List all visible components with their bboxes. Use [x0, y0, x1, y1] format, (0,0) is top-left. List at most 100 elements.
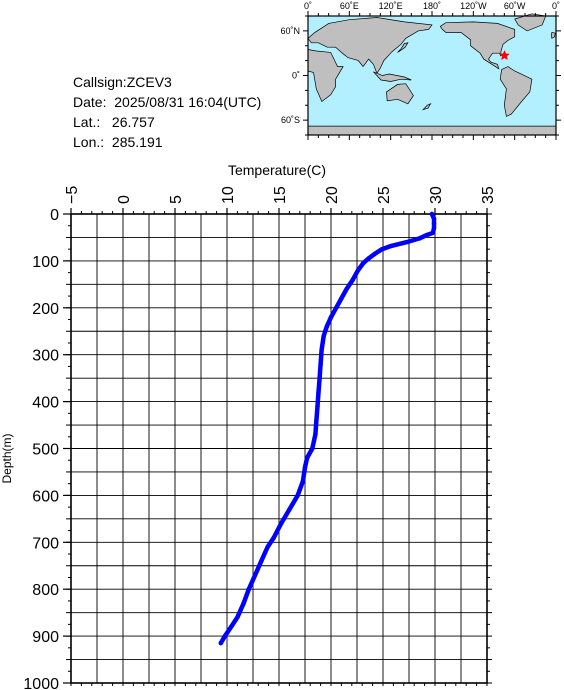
map-lon-label: 60˚W [504, 1, 526, 11]
profile-data-point [318, 361, 323, 367]
map-lat-label: 60˚S [281, 115, 300, 125]
land-japan [397, 42, 409, 53]
x-axis-title: Temperature(C) [228, 162, 326, 178]
y-tick-label: 300 [32, 348, 59, 365]
profile-data-point [328, 315, 334, 320]
profile-data-point [222, 633, 228, 639]
profile-data-point [229, 624, 234, 629]
profile-data-point [287, 507, 292, 512]
profile-data-point [389, 243, 394, 249]
map-lat-label: 0˚ [292, 71, 300, 81]
x-tick-label: 0 [116, 195, 133, 204]
map-lat-label: 60˚N [280, 26, 300, 36]
x-tick-label: 30 [428, 186, 445, 204]
profile-data-point [246, 587, 251, 592]
profile-data-point [235, 615, 240, 620]
profile-data-point [379, 247, 385, 252]
profile-data-point [265, 544, 270, 550]
profile-data-point [355, 268, 361, 273]
profile-data-point [317, 375, 322, 381]
callsign-label: Callsign: [73, 74, 127, 90]
callsign-row: Callsign:ZCEV3 [73, 72, 261, 92]
profile-data-point [334, 305, 339, 310]
profile-data-point [255, 568, 260, 573]
land-greenland [514, 13, 547, 32]
profile-data-point [310, 446, 315, 451]
y-tick-label: 1000 [23, 676, 59, 690]
date-label: Date: [73, 94, 107, 110]
y-axis-title: Depth(m) [0, 433, 14, 483]
lon-label: Lon.: [73, 134, 105, 150]
world-location-map: 0˚ 60˚E 120˚E 180˚ 120˚W 60˚W 0˚ 60˚N 0˚ 60˚S [280, 1, 561, 140]
profile-data-point [271, 535, 276, 540]
plot-frame [70, 213, 488, 684]
profile-data-point [259, 558, 264, 564]
profile-data-point [350, 277, 355, 282]
x-tick-label: 25 [376, 186, 393, 204]
profile-data-point [424, 232, 429, 238]
profile-data-point [300, 479, 306, 484]
lat-value: 26.757 [111, 114, 155, 130]
map-lon-label: 120˚W [460, 1, 487, 11]
profile-data-point [431, 225, 437, 231]
x-tick-label: 20 [324, 186, 341, 204]
profile-data-point [304, 455, 310, 461]
lon-row: Lon.: 285.191 [73, 132, 261, 152]
profile-data-point [302, 465, 308, 470]
profile-data-point [321, 333, 326, 339]
x-tick-label: 15 [272, 186, 289, 204]
land-eurasia [307, 17, 433, 75]
x-tick-label: −5 [64, 186, 81, 204]
position-marker-star-icon [499, 49, 510, 61]
profile-data-point [241, 601, 246, 606]
land-australia [386, 83, 414, 105]
y-tick-label: 500 [32, 442, 59, 459]
y-tick-label: 700 [32, 535, 59, 552]
y-tick-label: 100 [32, 254, 59, 271]
float-info-panel: Callsign:ZCEV3 Date: 2025/08/31 16:04(UT… [73, 72, 261, 152]
profile-data-point [430, 230, 436, 235]
x-tick-label: 5 [168, 195, 185, 204]
y-tick-label: 0 [50, 207, 59, 224]
profile-data-point [344, 286, 349, 292]
profile-data-point [313, 432, 318, 437]
callsign-value: ZCEV3 [126, 74, 172, 90]
profile-data-point [361, 261, 366, 266]
profile-data-point [314, 418, 319, 423]
profile-data-point [431, 216, 437, 221]
map-lon-label: 60˚E [340, 1, 359, 11]
profile-data-point [278, 521, 284, 526]
land-new-zealand [421, 103, 432, 111]
x-tick-label: 35 [480, 186, 497, 204]
profile-data-point [324, 324, 329, 329]
profile-data-point [417, 236, 422, 241]
y-tick-label: 600 [32, 488, 59, 505]
profile-data-point [429, 211, 435, 217]
y-tick-label: 200 [32, 301, 59, 318]
date-value: 2025/08/31 16:04(UTC) [114, 94, 262, 110]
land-indonesia [373, 71, 412, 82]
map-lon-label: 0˚ [552, 1, 560, 11]
profile-data-point [319, 347, 324, 353]
land-africa [307, 49, 344, 103]
profile-data-point [250, 577, 256, 582]
profile-data-point [315, 404, 320, 409]
date-row: Date: 2025/08/31 16:04(UTC) [73, 92, 261, 112]
land-uk [550, 31, 556, 39]
lat-label: Lat.: [73, 114, 101, 130]
profile-data-point [366, 256, 371, 261]
profile-data-point [431, 221, 437, 226]
y-tick-label: 400 [32, 395, 59, 412]
profile-data-point [404, 239, 410, 245]
land-north-america [439, 21, 516, 70]
x-tick-label: 10 [220, 186, 237, 204]
lat-row: Lat.: 26.757 [73, 112, 261, 132]
profile-data-point [372, 251, 377, 257]
temperature-profile-line [218, 211, 437, 646]
map-lon-label: 0˚ [304, 1, 312, 11]
y-tick-label: 800 [32, 582, 59, 599]
map-lon-label: 180˚ [423, 1, 441, 11]
profile-data-point [218, 640, 223, 646]
profile-data-point [316, 390, 321, 395]
